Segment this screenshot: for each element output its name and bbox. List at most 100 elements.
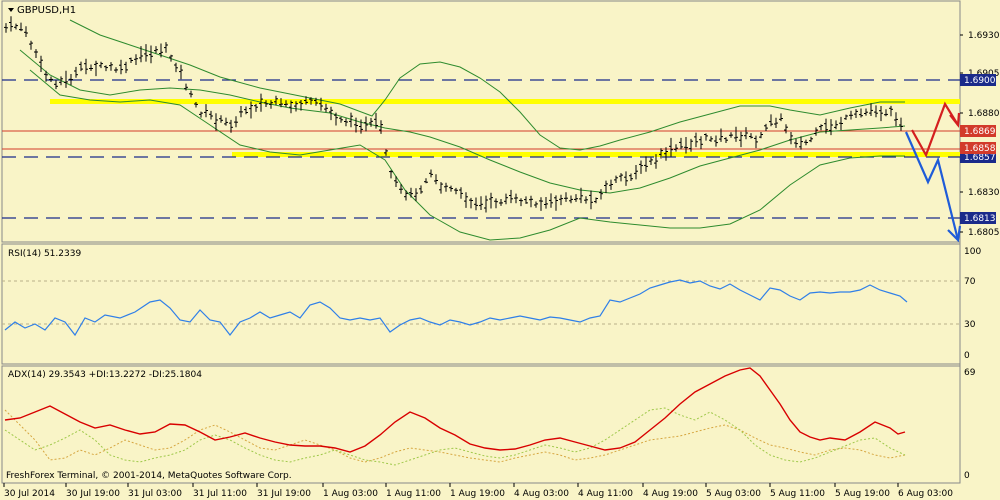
price-bar xyxy=(399,184,403,194)
price-bar xyxy=(789,132,793,145)
price-bar xyxy=(349,112,353,128)
price-bar xyxy=(834,120,838,130)
price-bar xyxy=(734,126,738,142)
price-bar xyxy=(114,67,118,73)
price-bar xyxy=(344,118,348,127)
price-bar xyxy=(739,131,743,148)
price-bar xyxy=(309,97,313,105)
price-bar xyxy=(214,113,218,131)
price-bar xyxy=(154,46,158,54)
time-tick-label: 5 Aug 11:00 xyxy=(770,489,825,499)
price-bar xyxy=(244,106,248,115)
price-bar xyxy=(329,106,333,121)
svg-text:1.6857: 1.6857 xyxy=(964,153,996,163)
price-bar xyxy=(164,42,168,53)
price-bar xyxy=(589,190,593,210)
price-bar xyxy=(274,95,278,106)
symbol-dropdown-icon[interactable] xyxy=(8,8,14,12)
price-bar xyxy=(54,80,58,90)
resistance-zone-yellow xyxy=(50,99,960,104)
price-bar xyxy=(189,90,193,98)
price-bar xyxy=(869,103,873,116)
price-bar xyxy=(439,182,443,194)
price-bar xyxy=(234,116,238,128)
price-bar xyxy=(389,170,393,179)
price-bar xyxy=(689,138,693,152)
price-bar xyxy=(374,112,378,129)
price-bar xyxy=(294,101,298,112)
price-bar xyxy=(639,160,643,174)
price-bar xyxy=(744,127,748,140)
price-bar xyxy=(304,96,308,105)
price-bar xyxy=(69,74,73,86)
price-bar xyxy=(879,106,883,122)
price-bar xyxy=(139,46,143,63)
price-bar xyxy=(819,124,823,131)
price-bar xyxy=(159,43,163,58)
price-tick: 1.6880 xyxy=(968,109,1000,119)
price-bar xyxy=(864,108,868,116)
price-bar xyxy=(524,196,528,204)
price-bar xyxy=(289,100,293,114)
price-bar xyxy=(179,64,183,80)
price-bar xyxy=(489,192,493,209)
price-badge-16869: 1.6869 xyxy=(960,125,996,137)
price-bar xyxy=(469,197,473,209)
price-bar xyxy=(514,193,518,204)
time-tick-label: 30 Jul 19:00 xyxy=(66,489,120,499)
price-bar xyxy=(444,182,448,192)
price-badge-16813: 1.6813 xyxy=(960,212,996,224)
price-bar xyxy=(169,54,173,62)
price-bar xyxy=(429,169,433,178)
time-tick-label: 5 Aug 19:00 xyxy=(835,489,890,499)
rsi-line xyxy=(4,279,908,337)
adx-tick: 69 xyxy=(964,368,976,378)
price-bar xyxy=(4,23,8,33)
price-bar xyxy=(369,117,373,127)
price-bar xyxy=(99,61,103,69)
price-bar xyxy=(699,136,703,150)
price-bar xyxy=(64,70,68,88)
price-badge-16858: 1.6858 xyxy=(960,142,996,154)
time-tick-label: 31 Jul 19:00 xyxy=(257,489,311,499)
price-bar xyxy=(584,196,588,204)
price-bar xyxy=(94,60,98,77)
forecast-arrow-up xyxy=(911,101,961,158)
price-bar xyxy=(184,83,188,91)
price-bar xyxy=(804,139,808,146)
bollinger-upper-band xyxy=(69,19,905,151)
price-bar xyxy=(884,109,888,117)
price-bar xyxy=(119,59,123,75)
price-bar xyxy=(844,114,848,120)
price-bar xyxy=(24,26,28,37)
price-bar xyxy=(759,132,763,139)
price-bar xyxy=(709,136,713,142)
price-bar xyxy=(324,103,328,113)
price-bar xyxy=(549,193,553,208)
price-bar xyxy=(34,49,38,58)
price-bar xyxy=(104,65,108,72)
bollinger-lower-band xyxy=(29,69,905,241)
price-bar xyxy=(409,187,413,198)
price-bar xyxy=(579,187,583,204)
price-bar xyxy=(784,124,788,134)
forecast-arrow-down xyxy=(904,131,962,243)
price-bar xyxy=(129,57,133,63)
price-bar xyxy=(339,117,343,123)
price-bar xyxy=(464,192,468,208)
price-bar xyxy=(809,136,813,143)
price-bar xyxy=(574,194,578,202)
price-bar xyxy=(239,106,243,118)
price-bar xyxy=(279,98,283,108)
price-bar xyxy=(749,133,753,139)
price-bar xyxy=(204,104,208,118)
adx-main-line xyxy=(4,367,906,453)
price-bar xyxy=(174,62,178,73)
price-bar xyxy=(49,76,53,82)
price-bar xyxy=(609,179,613,190)
price-bar xyxy=(839,116,843,131)
price-bar xyxy=(149,45,153,64)
symbol-label[interactable]: GBPUSD,H1 xyxy=(17,5,76,16)
